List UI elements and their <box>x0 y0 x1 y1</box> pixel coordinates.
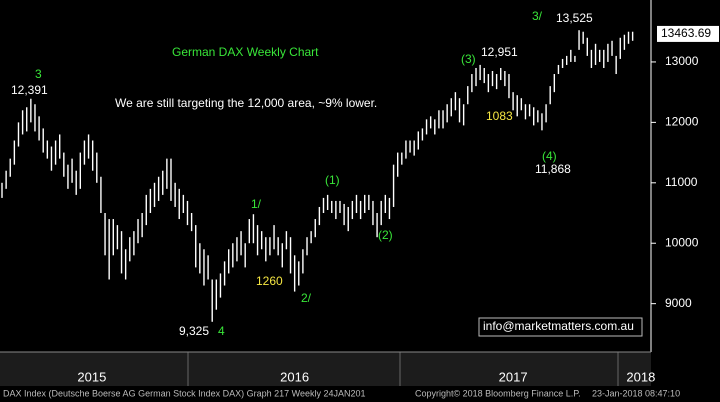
y-tick-label: 12000 <box>665 115 699 129</box>
x-tick-label: 2015 <box>77 369 106 384</box>
annotation: 2/ <box>301 291 312 305</box>
y-tick-label: 9000 <box>665 296 692 310</box>
footer-text: Copyright© 2018 Bloomberg Finance L.P. <box>415 388 581 398</box>
y-tick-label: 10000 <box>665 235 699 249</box>
annotation: 12,391 <box>11 83 48 97</box>
annotation: (2) <box>378 228 393 242</box>
annotation: 3 <box>35 67 42 81</box>
last-price-label: 13463.69 <box>661 26 711 40</box>
annotation: info@marketmatters.com.au <box>483 319 634 333</box>
annotation: 11,868 <box>535 162 571 176</box>
annotation: 9,325 <box>179 324 209 338</box>
x-axis-band <box>0 352 651 386</box>
annotation: 4 <box>218 324 225 338</box>
annotation: (1) <box>325 173 340 187</box>
email-box <box>478 317 643 337</box>
x-tick-label: 2017 <box>499 369 528 384</box>
y-tick-label: 11000 <box>665 175 698 189</box>
annotation: German DAX Weekly Chart <box>172 45 319 59</box>
footer-text: DAX Index (Deutsche Boerse AG German Sto… <box>3 388 366 398</box>
x-tick-label: 2016 <box>280 369 309 384</box>
annotation: We are still targeting the 12,000 area, … <box>115 96 377 110</box>
annotation: 1/ <box>251 197 262 211</box>
annotation: 1083 <box>486 109 513 123</box>
annotation: 12,951 <box>481 45 518 59</box>
annotation: 1260 <box>256 274 283 288</box>
x-tick-label: 2018 <box>626 369 655 384</box>
y-tick-label: 13000 <box>665 54 699 68</box>
footer-text: 23-Jan-2018 08:47:10 <box>592 388 680 398</box>
annotation: (4) <box>542 149 557 163</box>
annotation: 3/ <box>532 9 543 23</box>
annotation: 13,525 <box>556 11 593 25</box>
annotation: (3) <box>461 52 476 66</box>
last-price-box <box>657 25 719 42</box>
